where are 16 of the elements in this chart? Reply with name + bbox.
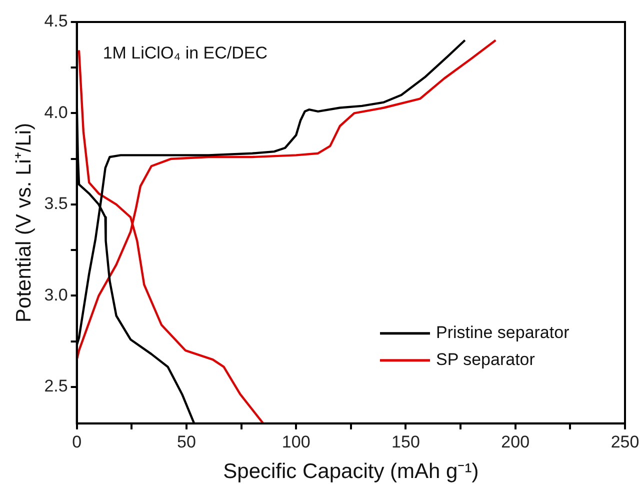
legend-label: SP separator xyxy=(436,350,536,370)
x-axis-title: Specific Capacity (mAh g⁻¹) xyxy=(223,460,479,484)
x-tick-label: 200 xyxy=(501,432,530,452)
y-tick-label: 2.5 xyxy=(44,376,68,396)
x-tick-label: 150 xyxy=(392,432,420,452)
annotation: 1M LiClO₄ in EC/DEC xyxy=(102,44,268,63)
legend-label: Pristine separator xyxy=(436,323,570,342)
y-tick-label: 3.5 xyxy=(44,194,68,214)
x-tick-label: 0 xyxy=(72,432,82,452)
y-tick-label: 4.0 xyxy=(44,102,68,122)
y-tick-label: 4.5 xyxy=(44,12,68,31)
x-tick-label: 50 xyxy=(177,432,196,452)
x-tick-label: 100 xyxy=(282,432,310,452)
y-tick-label: 3.0 xyxy=(44,285,68,304)
y-axis-title: Potential (V vs. Li⁺/Li) xyxy=(12,122,36,322)
x-tick-label: 250 xyxy=(610,432,640,452)
